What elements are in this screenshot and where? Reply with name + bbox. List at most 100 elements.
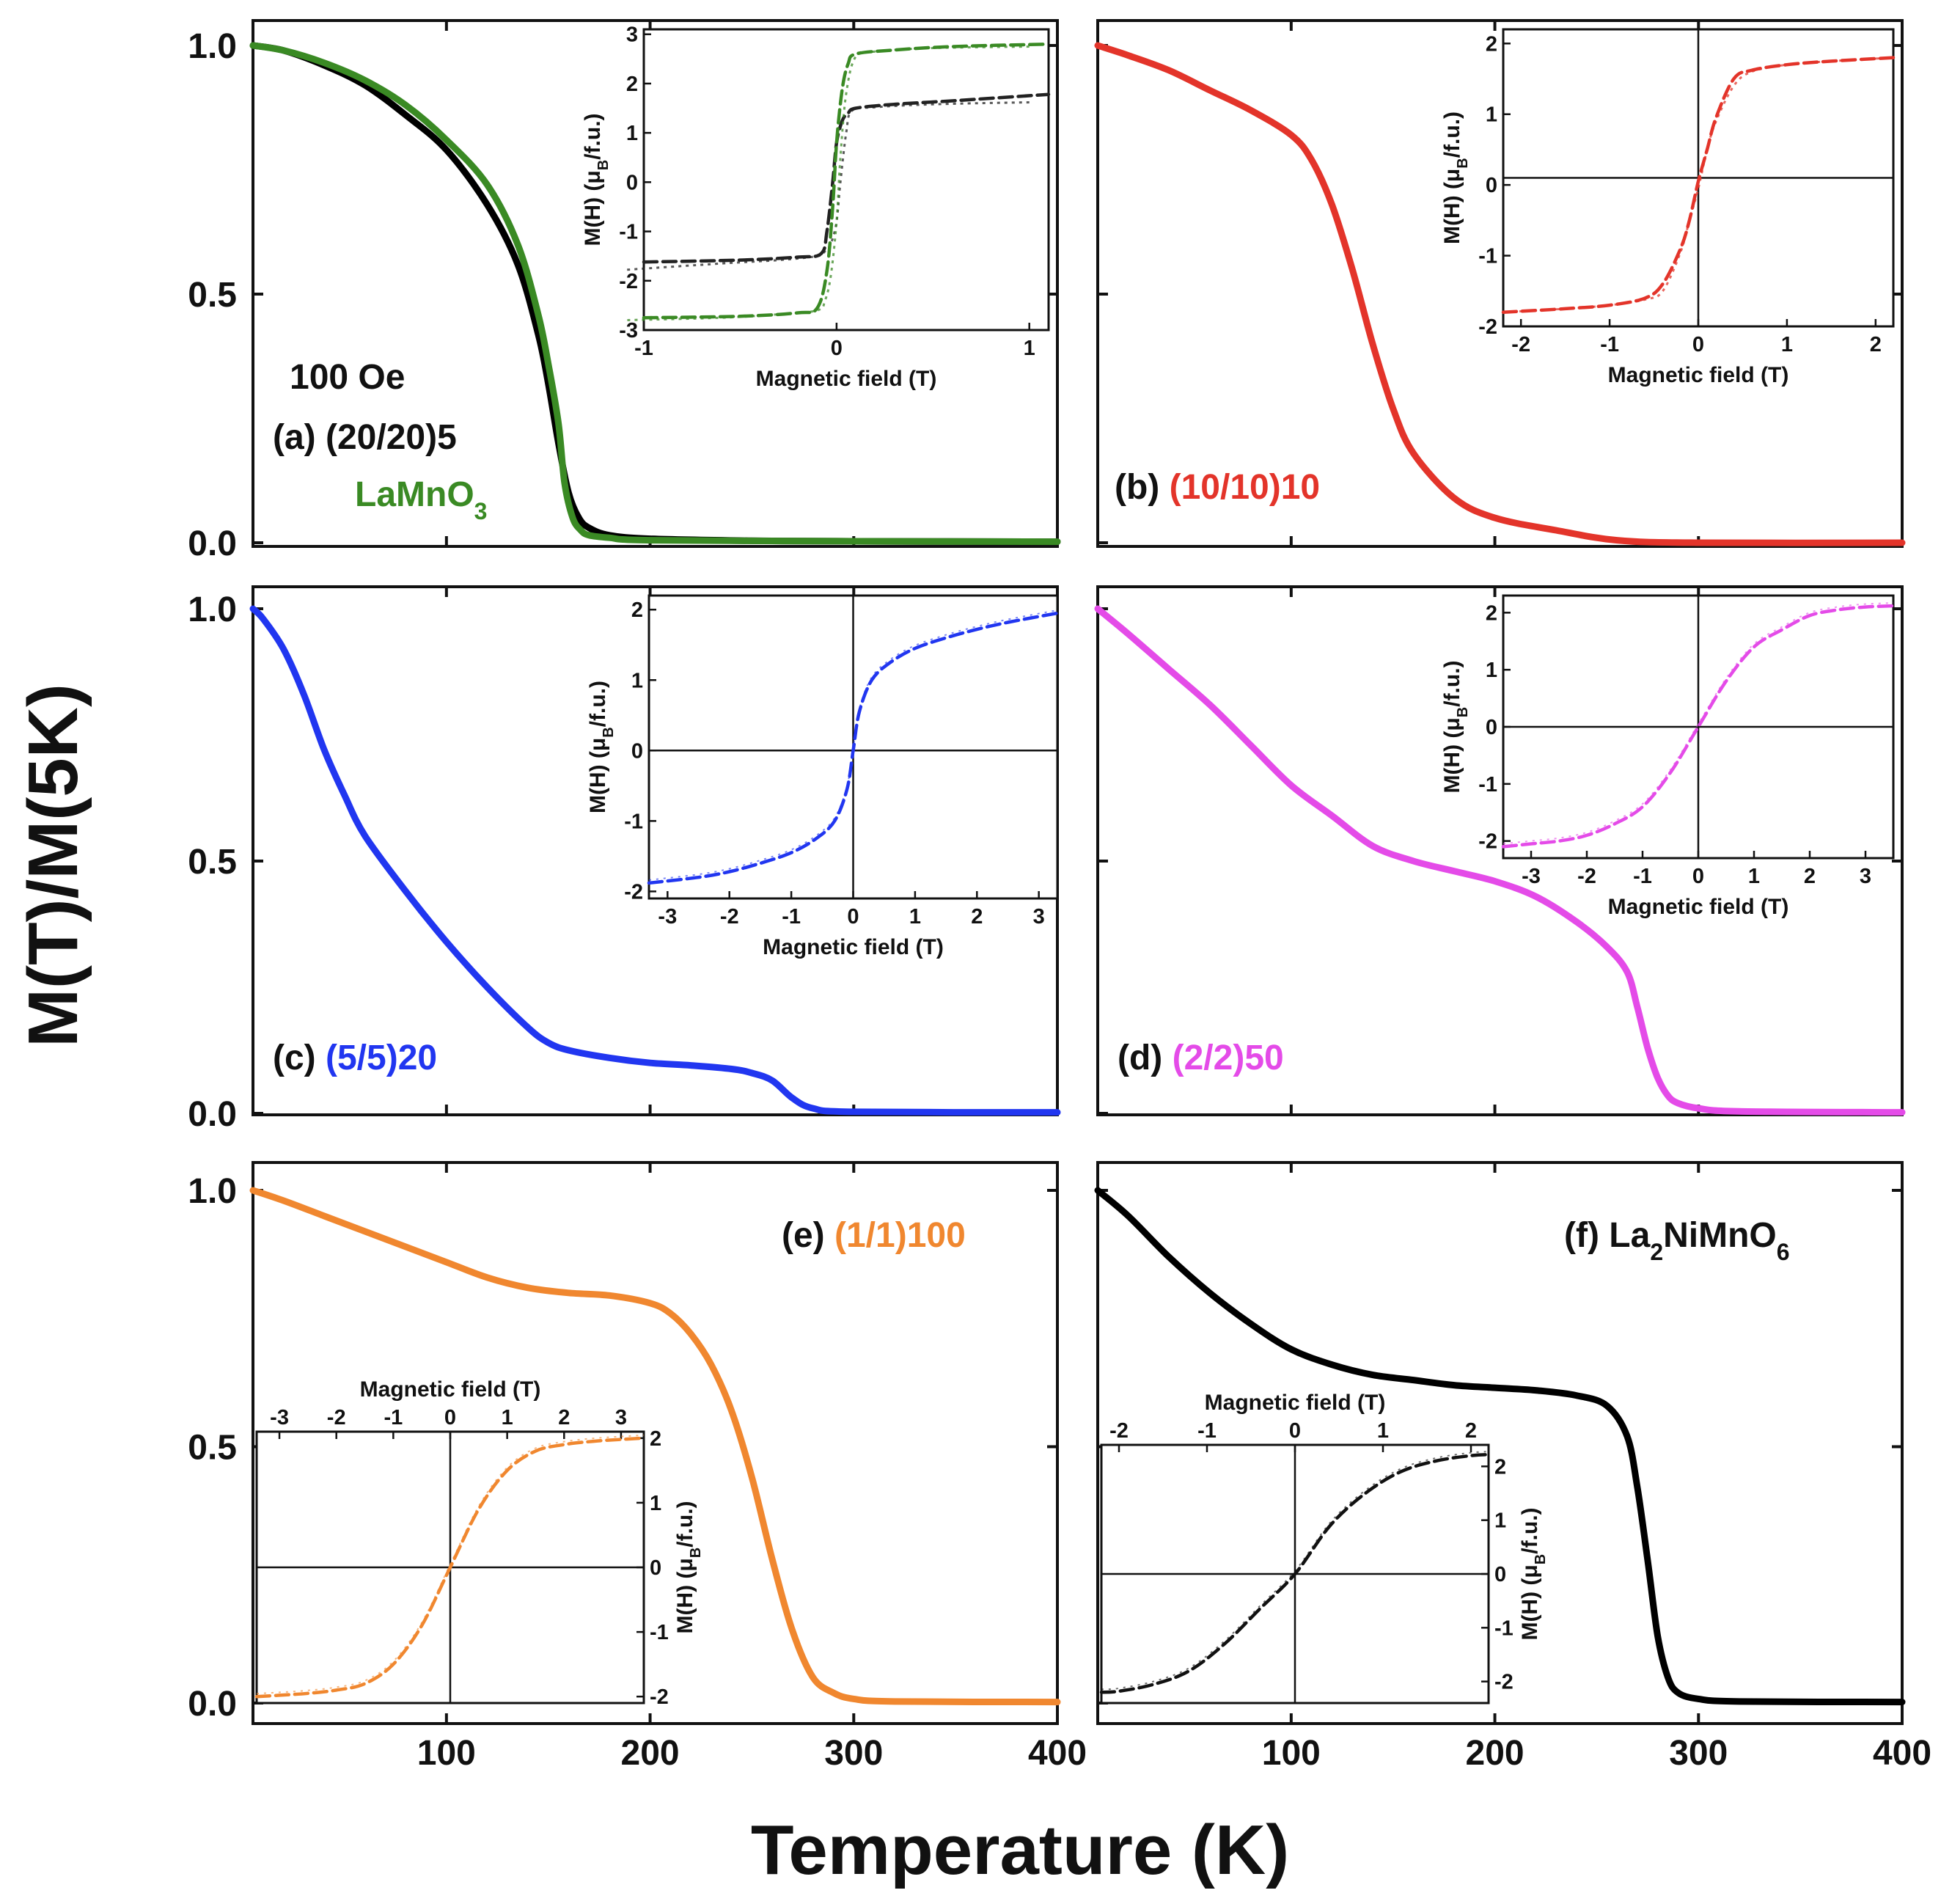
inset-x-tick-label: 0	[1692, 865, 1704, 888]
series-line-c-0	[249, 605, 1061, 1116]
inset-frame-a	[642, 28, 1050, 332]
panel-frame-f	[1096, 1161, 1904, 1725]
inset-series-shadow-d-0	[1502, 602, 1894, 845]
inset-y-tick-label: 2	[626, 73, 638, 96]
y-tick-label: 1.0	[188, 27, 237, 66]
inset-x-tick-label: 2	[1465, 1419, 1477, 1443]
inset-series-return-a-1	[624, 45, 1030, 322]
inset-y-tick-label: 0	[626, 171, 638, 194]
inset-y-tick-label: -2	[1494, 1671, 1513, 1694]
inset-y-axis-title: M(H) (μB/f.u.)	[586, 681, 617, 813]
inset-x-tick-label: -3	[1522, 865, 1541, 888]
lamno3-label: LaMnO3	[355, 475, 487, 524]
inset-y-tick-label: -1	[650, 1621, 669, 1644]
inset-series-e-0	[254, 1436, 646, 1699]
inset-x-tick-label: -3	[270, 1406, 289, 1429]
y-tick-label: 0.5	[188, 843, 237, 882]
x-tick-label: 200	[621, 1734, 680, 1773]
inset-y-tick-label: 1	[1486, 103, 1497, 127]
panel-label-e: (e) (1/1)100	[782, 1216, 966, 1255]
series-line-b-0	[1094, 42, 1906, 546]
inset-y-tick-label: 2	[1494, 1455, 1506, 1479]
inset-x-tick-label: 3	[1860, 865, 1871, 888]
inset-x-tick-label: -1	[384, 1406, 403, 1429]
inset-series-c-0	[647, 611, 1060, 885]
series-line-f-0	[1094, 1187, 1906, 1706]
inset-y-tick-label: 2	[1486, 32, 1497, 56]
panel-frame-d	[1096, 585, 1904, 1116]
panel-f: 100 200 300 400 -2 -1 0 1 2 -2 -1 0 1 2 Magnetic field…	[1094, 1161, 1931, 1773]
inset-y-axis-title: M(H) (μB/f.u.)	[1440, 111, 1471, 244]
inset-f: -2 -1 0 1 2 -2 -1 0 1 2 Magnetic field (T) M(H) (μB…	[1099, 1391, 1549, 1705]
inset-y-tick-label: 2	[1486, 601, 1497, 625]
inset-y-tick-label: 0	[650, 1556, 661, 1580]
inset-y-tick-label: -2	[650, 1685, 669, 1709]
inset-x-tick-label: 2	[558, 1406, 570, 1429]
inset-x-tick-label: -2	[1511, 333, 1530, 356]
inset-x-axis-title: Magnetic field (T)	[1205, 1391, 1386, 1415]
inset-y-tick-label: -1	[1494, 1616, 1513, 1640]
inset-y-tick-label: 2	[631, 598, 643, 622]
inset-y-tick-label: 1	[1494, 1509, 1506, 1533]
inset-y-tick-label: -2	[619, 270, 638, 293]
inset-x-tick-label: 0	[1692, 333, 1704, 356]
inset-x-tick-label: -1	[1600, 333, 1619, 356]
inset-x-axis-title: Magnetic field (T)	[756, 367, 937, 391]
inset-y-tick-label: -2	[1478, 830, 1497, 854]
panel-a: 0.0 0.5 1.0 -1 0 1 -3 -2 -1 0 1 2 3 Magnetic field (T…	[188, 19, 1061, 563]
inset-y-tick-label: 1	[1486, 659, 1497, 682]
inset-x-tick-label: 2	[1870, 333, 1882, 356]
inset-x-axis-title: Magnetic field (T)	[763, 935, 944, 959]
inset-y-axis-title: M(H) (μB/f.u.)	[1518, 1507, 1549, 1640]
panel-label-b: (b) (10/10)10	[1115, 468, 1320, 507]
inset-x-tick-label: 0	[444, 1406, 456, 1429]
inset-x-axis-title: Magnetic field (T)	[360, 1377, 541, 1402]
inset-a: -1 0 1 -3 -2 -1 0 1 2 3 Magnetic field (T) M(H) (μB…	[581, 23, 1051, 391]
inset-y-tick-label: -1	[619, 221, 638, 244]
inset-x-tick-label: 0	[847, 905, 859, 929]
inset-series-return-a-0	[624, 101, 1030, 271]
inset-x-tick-label: 2	[971, 905, 983, 929]
x-tick-label: 100	[1262, 1734, 1321, 1773]
panel-c: 0.0 0.5 1.0 -3 -2 -1 0 1 2 3 -2 -1 0 1 2 Magnetic field…	[188, 585, 1061, 1134]
inset-y-tick-label: -1	[624, 810, 643, 833]
inset-y-tick-label: -1	[1478, 245, 1497, 268]
inset-y-tick-label: 0	[1486, 174, 1497, 197]
series-line-d-0	[1094, 605, 1906, 1116]
inset-series-shadow-e-0	[256, 1434, 645, 1695]
inset-x-tick-label: -1	[782, 905, 801, 929]
inset-x-tick-label: -2	[327, 1406, 346, 1429]
inset-series-f-0	[1099, 1452, 1491, 1694]
inset-y-tick-label: 0	[1486, 716, 1497, 739]
field-label: 100 Oe	[290, 358, 405, 397]
inset-y-axis-title: M(H) (μB/f.u.)	[673, 1501, 704, 1633]
y-tick-label: 1.0	[188, 590, 237, 629]
inset-y-tick-label: 0	[631, 739, 643, 763]
inset-x-tick-label: -2	[1109, 1419, 1129, 1443]
x-tick-label: 300	[1669, 1734, 1728, 1773]
panel-label-d: (d) (2/2)50	[1118, 1039, 1284, 1077]
inset-y-tick-label: 0	[1494, 1563, 1506, 1586]
y-tick-label: 1.0	[188, 1172, 237, 1211]
panel-label-a: (a) (20/20)5	[273, 418, 457, 457]
inset-y-axis-title: M(H) (μB/f.u.)	[581, 113, 612, 246]
inset-x-tick-label: -1	[1633, 865, 1652, 888]
inset-y-tick-label: 1	[626, 122, 638, 145]
inset-x-tick-label: -1	[1197, 1419, 1217, 1443]
x-tick-label: 200	[1466, 1734, 1524, 1773]
panel-frame-b	[1096, 19, 1904, 548]
inset-series-d-0	[1501, 604, 1896, 849]
inset-x-tick-label: 1	[1748, 865, 1760, 888]
inset-x-tick-label: 1	[909, 905, 921, 929]
panel-d: -3 -2 -1 0 1 2 3 -2 -1 0 1 2 Magnetic field (T) M(H) …	[1094, 585, 1906, 1116]
inset-y-tick-label: 2	[650, 1427, 661, 1451]
inset-x-tick-label: -1	[634, 337, 653, 360]
panel-b: -2 -1 0 1 2 -2 -1 0 1 2 Magnetic field (T) M(H) (μB…	[1094, 19, 1906, 548]
inset-x-tick-label: -3	[658, 905, 677, 929]
y-tick-label: 0.0	[188, 524, 237, 563]
inset-series-shadow-f-0	[1101, 1451, 1489, 1691]
inset-x-tick-label: 1	[1781, 333, 1793, 356]
